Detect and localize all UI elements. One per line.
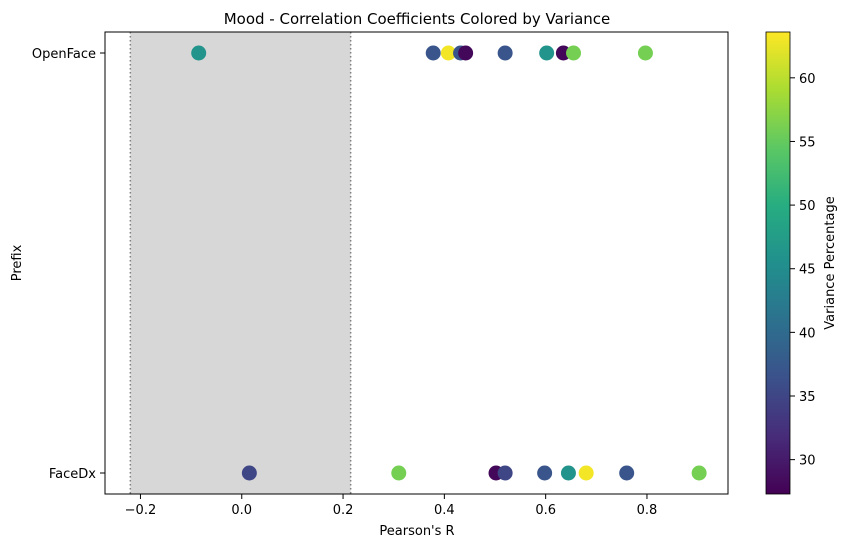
colorbar-tick-label: 35 (799, 390, 816, 405)
colorbar-tick-label: 60 (799, 72, 816, 87)
data-point (425, 45, 441, 61)
y-axis-ticks: FaceDx OpenFace (32, 47, 105, 482)
shaded-region (130, 32, 351, 494)
y-tick-label: FaceDx (49, 467, 96, 482)
data-point (537, 465, 553, 481)
data-point (578, 465, 594, 481)
x-tick-label: 0.0 (231, 503, 252, 518)
data-point (440, 45, 456, 61)
data-point (391, 465, 407, 481)
colorbar-tick-label: 50 (799, 199, 816, 214)
x-tick-label: −0.2 (125, 503, 157, 518)
data-point (241, 465, 257, 481)
data-point (619, 465, 635, 481)
chart-title: Mood - Correlation Coefficients Colored … (224, 10, 611, 28)
data-point (191, 45, 207, 61)
x-tick-label: 0.8 (637, 503, 658, 518)
colorbar-tick-label: 45 (799, 263, 816, 278)
colorbar-tick-label: 55 (799, 135, 816, 150)
data-point (560, 465, 576, 481)
data-point (497, 465, 513, 481)
data-point (458, 45, 474, 61)
colorbar-label: Variance Percentage (823, 196, 838, 329)
points-layer (191, 45, 707, 481)
data-point (566, 45, 582, 61)
data-point (637, 45, 653, 61)
shaded-region-layer (129, 32, 352, 494)
x-axis-ticks: −0.2 0.0 0.2 0.4 0.6 0.8 (125, 494, 658, 518)
data-point (691, 465, 707, 481)
colorbar-tick-label: 40 (799, 326, 816, 341)
x-axis-label: Pearson's R (379, 524, 454, 539)
colorbar-ticks: 30 35 40 45 50 55 60 (790, 72, 816, 469)
x-tick-label: 0.6 (535, 503, 556, 518)
plot-frame (104, 31, 729, 495)
y-tick-label: OpenFace (32, 47, 96, 62)
colorbar-tick-label: 30 (799, 454, 816, 469)
x-tick-label: 0.4 (434, 503, 455, 518)
x-tick-label: 0.2 (333, 503, 354, 518)
data-point (539, 45, 555, 61)
colorbar (765, 31, 791, 495)
y-axis-label: Prefix (10, 244, 25, 281)
data-point (497, 45, 513, 61)
